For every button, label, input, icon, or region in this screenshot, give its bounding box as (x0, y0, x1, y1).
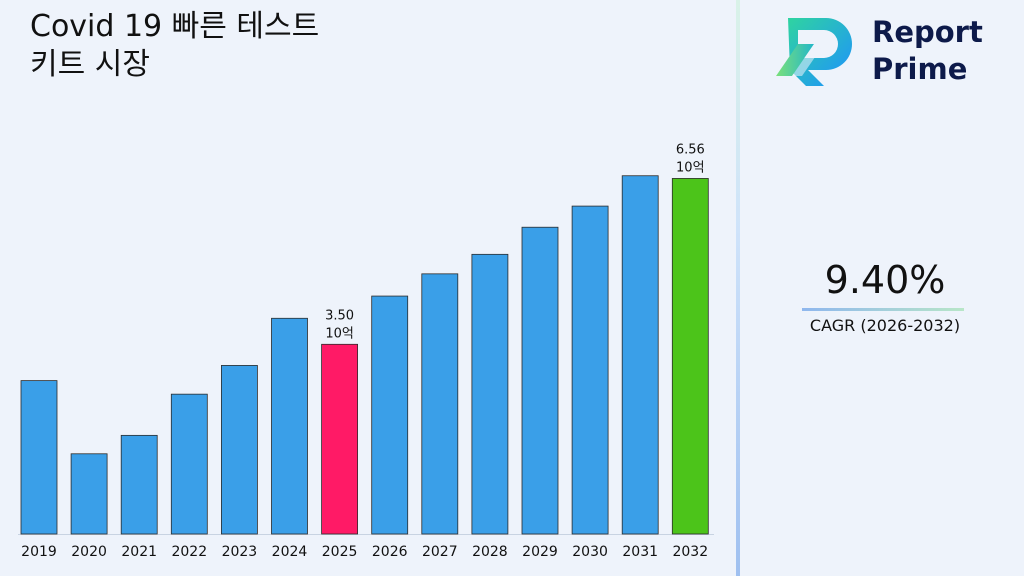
bar-2020 (70, 453, 108, 535)
bar-2030 (571, 205, 609, 535)
bar-2031 (621, 175, 659, 535)
x-tick-label: 2019 (21, 544, 57, 560)
bar-2024 (271, 317, 308, 535)
chart-title-line2: 키트 시장 (30, 47, 150, 82)
x-tick-label: 2024 (272, 544, 308, 560)
x-tick-label: 2026 (372, 544, 408, 560)
x-tick-label: 2023 (222, 544, 258, 560)
bar-2019 (20, 380, 58, 535)
chart-title-line1: Covid 19 빠른 테스트 (30, 9, 320, 44)
bar-2026 (371, 295, 409, 535)
bar-2032 (671, 178, 709, 535)
cagr-label: CAGR (2026-2032) (809, 316, 961, 335)
bar-2025 (321, 343, 359, 535)
x-tick-label: 2027 (422, 544, 458, 560)
bar-2021 (120, 434, 158, 535)
x-tick-label: 2020 (71, 544, 107, 560)
x-tick-label: 2030 (572, 544, 608, 560)
bar-chart: 2019 2020 2021 2022 2023 2024 2025 2026 2027 2028… (18, 142, 714, 560)
bar-2023 (220, 365, 258, 535)
bar-2022 (170, 393, 208, 535)
bar-2027 (421, 273, 459, 535)
panel-divider (736, 0, 740, 576)
x-tick-label: 2028 (472, 544, 508, 560)
logo-word-prime: Prime (872, 52, 968, 86)
cagr-value: 9.40% (824, 258, 946, 302)
x-tick-label: 2022 (171, 544, 207, 560)
data-label-unit: 10억 (676, 160, 705, 175)
report-prime-logo-icon (776, 18, 852, 86)
x-tick-label: 2029 (522, 544, 558, 560)
bar-2028 (471, 253, 509, 535)
logo-wordmark: Report Prime (872, 14, 983, 88)
cagr-underline (802, 308, 964, 311)
logo-word-report: Report (872, 15, 983, 49)
bar-2029 (521, 226, 559, 535)
data-label-value: 6.56 (676, 142, 705, 157)
side-panel (740, 0, 1024, 576)
x-tick-label: 2032 (672, 544, 708, 560)
chart-title: Covid 19 빠른 테스트 키트 시장 (30, 8, 550, 84)
data-label-unit: 10억 (325, 326, 354, 341)
x-tick-label: 2021 (121, 544, 157, 560)
x-tick-label: 2031 (622, 544, 658, 560)
chart-panel: Covid 19 빠른 테스트 키트 시장 2019 2020 2021 2022 20… (18, 8, 714, 560)
data-label-value: 3.50 (325, 308, 354, 323)
x-tick-label: 2025 (322, 544, 358, 560)
